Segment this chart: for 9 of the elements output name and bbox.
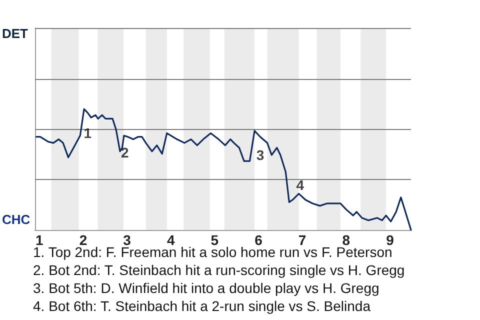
text: DET xyxy=(2,26,28,41)
text: 2. Bot 2nd: T. Steinbach hit a run-scoring single vs H. Gregg xyxy=(33,262,405,278)
text: 3. Bot 5th: D. Winfield hit into a double play vs H. Gregg xyxy=(33,280,380,296)
annotation: 4 xyxy=(296,177,304,194)
text: 4. Bot 6th: T. Steinbach hit a 2-run single vs S. Belinda xyxy=(33,298,371,314)
text: CHC xyxy=(2,212,31,227)
annotation: 1 xyxy=(84,125,92,142)
annotation: 3 xyxy=(256,147,264,164)
annotation: 2 xyxy=(121,144,130,161)
